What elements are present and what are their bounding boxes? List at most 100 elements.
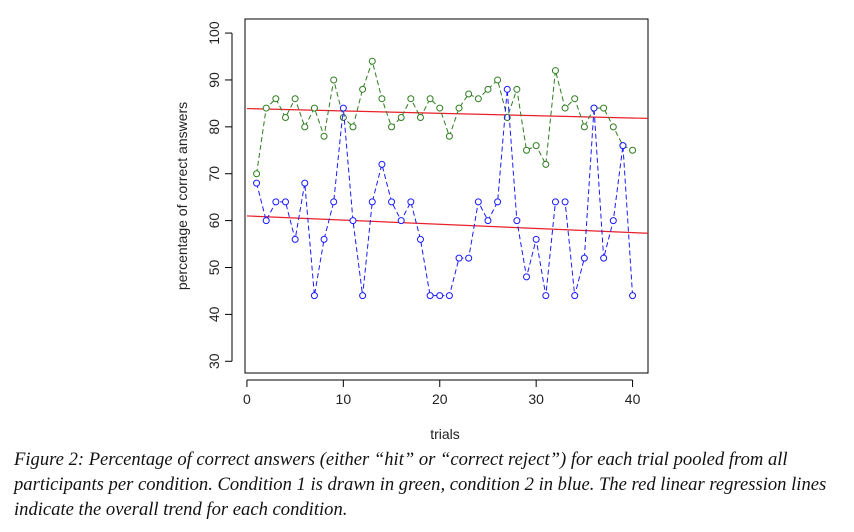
- data-point: [561, 104, 569, 112]
- data-point: [339, 104, 347, 112]
- x-tick-label: 0: [243, 391, 251, 407]
- y-tick-label: 100: [206, 21, 222, 45]
- data-point: [436, 292, 444, 300]
- data-point: [378, 160, 386, 168]
- data-point: [407, 95, 415, 103]
- data-point: [359, 292, 367, 300]
- regression-line: [246, 215, 649, 234]
- data-point: [388, 198, 396, 206]
- x-tick-label: 20: [432, 391, 448, 407]
- data-point: [262, 104, 270, 112]
- data-point: [455, 254, 463, 262]
- y-tick-label: 70: [206, 166, 222, 182]
- series-line: [256, 89, 634, 297]
- x-tick-label: 40: [625, 391, 641, 407]
- data-point: [609, 123, 617, 131]
- y-tick-label: 80: [206, 119, 222, 135]
- data-point: [561, 198, 569, 206]
- data-point: [436, 104, 444, 112]
- data-point: [532, 235, 540, 243]
- data-point: [388, 123, 396, 131]
- data-point: [542, 160, 550, 168]
- regression-line: [246, 107, 649, 120]
- data-point: [474, 198, 482, 206]
- data-point: [310, 104, 318, 112]
- data-point: [523, 146, 531, 154]
- data-point: [571, 292, 579, 300]
- x-tick-label: 10: [336, 391, 352, 407]
- data-point: [551, 198, 559, 206]
- data-point: [253, 179, 261, 187]
- data-point: [330, 76, 338, 84]
- plot-frame: [244, 18, 649, 374]
- data-point: [629, 146, 637, 154]
- data-point: [339, 113, 347, 121]
- data-point: [349, 217, 357, 225]
- data-point: [281, 113, 289, 121]
- y-axis-label: percentage of correct answers: [174, 102, 190, 290]
- axes: 30 40 50 60 70 80 90 100 0 10 20 30 40: [206, 21, 641, 407]
- data-point: [407, 198, 415, 206]
- data-point: [445, 132, 453, 140]
- series-line: [256, 59, 633, 174]
- data-point: [272, 198, 280, 206]
- x-axis-label: trials: [430, 426, 460, 442]
- data-point: [580, 254, 588, 262]
- data-point: [426, 292, 434, 300]
- data-point: [619, 142, 627, 150]
- y-tick-label: 60: [206, 213, 222, 229]
- data-point: [580, 123, 588, 131]
- data-point: [629, 292, 637, 300]
- data-point: [523, 273, 531, 281]
- data-point: [503, 85, 511, 93]
- data-point: [291, 235, 299, 243]
- y-tick-label: 50: [206, 260, 222, 276]
- data-point: [426, 95, 434, 103]
- data-point: [465, 254, 473, 262]
- data-point: [465, 90, 473, 98]
- data-point: [513, 85, 521, 93]
- data-point: [416, 113, 424, 121]
- data-point: [474, 95, 482, 103]
- data-point: [494, 198, 502, 206]
- data-point: [551, 67, 559, 75]
- data-point: [291, 95, 299, 103]
- data-point: [445, 292, 453, 300]
- data-point: [349, 123, 357, 131]
- y-tick-label: 90: [206, 72, 222, 88]
- data-point: [494, 76, 502, 84]
- data-point: [301, 123, 309, 131]
- data-point: [600, 254, 608, 262]
- data-point: [320, 235, 328, 243]
- data-point: [397, 217, 405, 225]
- data-point: [600, 104, 608, 112]
- data-point: [455, 104, 463, 112]
- figure-caption: Figure 2: Percentage of correct answers …: [14, 449, 827, 520]
- data-point: [416, 235, 424, 243]
- data-point: [532, 142, 540, 150]
- data-point: [368, 198, 376, 206]
- y-tick-label: 30: [206, 353, 222, 369]
- data-point: [310, 292, 318, 300]
- data-point: [542, 292, 550, 300]
- data-series: [253, 57, 637, 300]
- data-point: [571, 95, 579, 103]
- data-point: [484, 85, 492, 93]
- data-point: [253, 170, 261, 178]
- data-point: [378, 95, 386, 103]
- data-point: [513, 217, 521, 225]
- data-point: [320, 132, 328, 140]
- data-point: [272, 95, 280, 103]
- chart: 30 40 50 60 70 80 90 100 0 10 20 30 40 trials percen…: [174, 18, 649, 442]
- data-point: [359, 85, 367, 93]
- data-point: [281, 198, 289, 206]
- data-point: [590, 104, 598, 112]
- data-point: [609, 217, 617, 225]
- x-tick-label: 30: [528, 391, 544, 407]
- data-point: [262, 217, 270, 225]
- data-point: [484, 217, 492, 225]
- data-point: [330, 198, 338, 206]
- y-tick-label: 40: [206, 306, 222, 322]
- data-point: [397, 113, 405, 121]
- data-point: [368, 57, 376, 65]
